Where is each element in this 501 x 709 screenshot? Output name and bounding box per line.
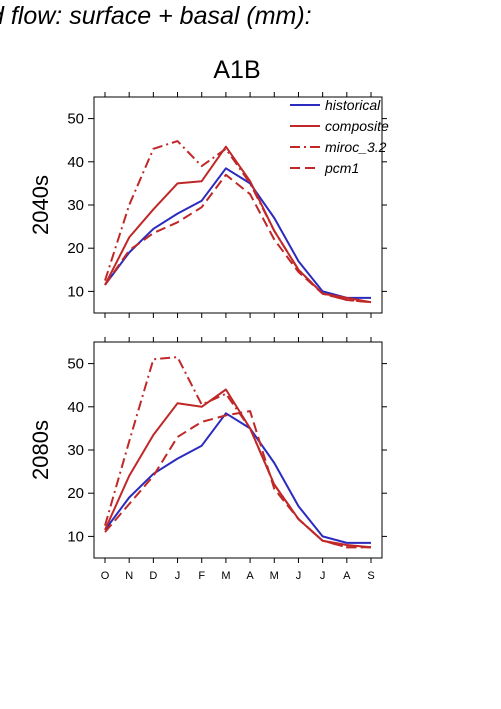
y-tick-label: 40 — [67, 154, 84, 171]
x-tick-label: M — [270, 570, 279, 582]
panel-2040s: 10 20 30 40 50 2040s historical composite miroc_… — [28, 92, 389, 318]
series-line-historical — [104, 412, 371, 544]
page-title: d flow: surface + basal (mm): — [0, 2, 312, 30]
legend: historical composite miroc_3.2 pcm1 — [290, 97, 389, 176]
x-tick-label: F — [198, 570, 205, 582]
x-tick-label: A — [246, 570, 254, 582]
series-line-historical — [104, 167, 371, 299]
legend-label: miroc_3.2 — [325, 139, 387, 155]
x-tick-label: M — [221, 570, 230, 582]
scenario-title: A1B — [213, 56, 261, 84]
x-tick-label: A — [343, 570, 351, 582]
series-line-miroc-3-2 — [104, 356, 371, 549]
y-tick-label: 10 — [67, 528, 84, 545]
panel-label: 2040s — [28, 175, 53, 235]
x-tick-label: O — [101, 570, 110, 582]
plot-frame — [93, 341, 383, 559]
y-tick-label: 30 — [67, 442, 84, 459]
x-tick-label: J — [320, 570, 326, 582]
panel-2080s: 10 20 30 40 50 O N D J F M A M J J A S 2080s — [28, 337, 387, 582]
series-line-pcm1 — [104, 410, 371, 549]
x-tick-label: S — [367, 570, 374, 582]
y-tick-label: 20 — [67, 485, 84, 502]
x-tick-label: J — [296, 570, 302, 582]
y-tick-label: 50 — [67, 356, 84, 373]
legend-label: composite — [325, 118, 389, 134]
x-tick-label: J — [175, 570, 181, 582]
series-line-pcm1 — [104, 173, 372, 304]
series-line-miroc-3-2 — [104, 140, 372, 304]
y-tick-label: 30 — [67, 197, 84, 214]
panel-label: 2080s — [28, 420, 53, 480]
legend-label: pcm1 — [324, 160, 359, 176]
legend-label: historical — [325, 97, 381, 113]
y-tick-label: 10 — [67, 283, 84, 300]
y-tick-label: 50 — [67, 111, 84, 128]
x-tick-label: N — [125, 570, 133, 582]
y-tick-label: 40 — [67, 399, 84, 416]
x-tick-label: D — [149, 570, 157, 582]
y-tick-label: 20 — [67, 240, 84, 257]
